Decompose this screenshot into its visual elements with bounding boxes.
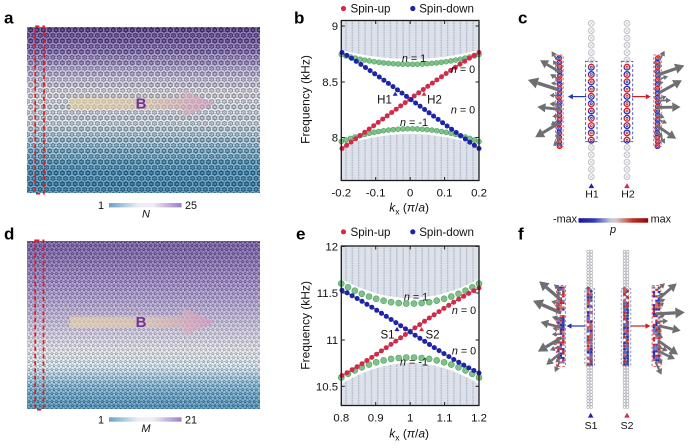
- svg-text:10.5: 10.5: [316, 381, 338, 393]
- svg-text:n = 0: n = 0: [452, 305, 476, 317]
- svg-text:Spin-down: Spin-down: [419, 3, 474, 16]
- svg-text:11.5: 11.5: [317, 288, 338, 300]
- svg-text:0: 0: [407, 188, 413, 200]
- svg-text:H1: H1: [585, 189, 599, 201]
- svg-text:-max: -max: [553, 214, 578, 226]
- svg-text:n = -1: n = -1: [400, 356, 428, 368]
- svg-text:n = 0: n = 0: [451, 104, 475, 116]
- svg-text:c: c: [518, 9, 527, 28]
- svg-text:8: 8: [332, 133, 338, 145]
- svg-text:0.9: 0.9: [368, 413, 384, 425]
- svg-text:21: 21: [185, 415, 197, 427]
- svg-text:d: d: [4, 225, 14, 244]
- svg-text:1.1: 1.1: [437, 413, 453, 425]
- svg-text:Frequency (kHz): Frequency (kHz): [299, 55, 313, 144]
- svg-text:e: e: [296, 225, 305, 244]
- svg-text:8.5: 8.5: [322, 77, 338, 89]
- svg-text:11: 11: [326, 335, 338, 347]
- svg-text:B: B: [136, 314, 147, 331]
- svg-text:S2: S2: [425, 330, 439, 342]
- svg-text:max: max: [651, 214, 672, 226]
- svg-text:H2: H2: [427, 95, 442, 107]
- svg-text:S2: S2: [621, 420, 634, 432]
- svg-text:b: b: [294, 9, 304, 28]
- svg-text:12: 12: [325, 242, 338, 254]
- svg-text:n = -1: n = -1: [400, 117, 428, 129]
- svg-text:0.8: 0.8: [333, 413, 349, 425]
- svg-text:H1: H1: [377, 95, 392, 107]
- svg-text:N: N: [142, 209, 150, 221]
- svg-text:Spin-down: Spin-down: [419, 226, 474, 239]
- svg-text:B: B: [136, 96, 147, 113]
- svg-text:H2: H2: [621, 189, 635, 201]
- svg-text:M: M: [141, 423, 151, 435]
- svg-text:-0.2: -0.2: [331, 188, 351, 200]
- svg-text:kx (π/a): kx (π/a): [389, 427, 429, 443]
- svg-text:S1: S1: [585, 420, 598, 432]
- svg-text:1: 1: [98, 415, 104, 427]
- svg-text:Spin-up: Spin-up: [351, 3, 391, 16]
- svg-text:9: 9: [332, 21, 338, 33]
- svg-text:kx (π/a): kx (π/a): [389, 201, 429, 217]
- svg-text:25: 25: [185, 200, 197, 212]
- svg-text:n = 0: n = 0: [452, 345, 476, 357]
- svg-text:Spin-up: Spin-up: [351, 226, 391, 239]
- svg-text:f: f: [518, 225, 524, 244]
- svg-text:0.1: 0.1: [437, 188, 453, 200]
- svg-text:n = 0: n = 0: [451, 64, 475, 76]
- svg-text:n = 1: n = 1: [404, 292, 428, 304]
- svg-text:p: p: [609, 224, 616, 236]
- svg-text:S1: S1: [380, 330, 394, 342]
- svg-text:-0.1: -0.1: [366, 188, 386, 200]
- svg-text:1: 1: [98, 200, 104, 212]
- svg-text:a: a: [4, 9, 14, 28]
- svg-text:n = 1: n = 1: [402, 53, 426, 65]
- svg-text:Frequency (kHz): Frequency (kHz): [299, 281, 313, 370]
- svg-text:1: 1: [407, 413, 413, 425]
- svg-text:1.2: 1.2: [471, 413, 487, 425]
- svg-text:0.2: 0.2: [471, 188, 487, 200]
